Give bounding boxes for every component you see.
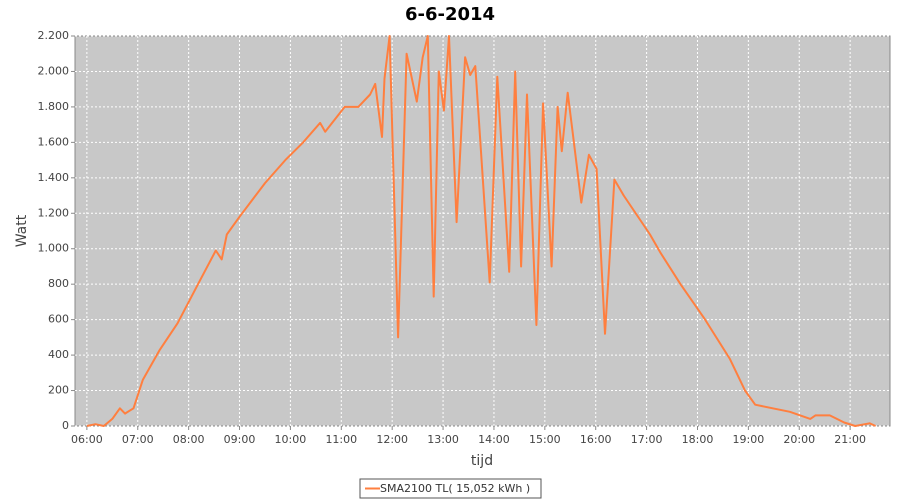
legend: SMA2100 TL( 15,052 kWh ) — [359, 478, 542, 499]
y-tick-label: 2.200 — [38, 29, 70, 42]
legend-label: SMA2100 TL( 15,052 kWh ) — [380, 482, 530, 495]
x-tick-label: 14:00 — [478, 433, 510, 446]
legend-box — [359, 478, 542, 499]
y-tick-label: 1.400 — [38, 171, 70, 184]
x-tick-label: 07:00 — [122, 433, 154, 446]
y-tick-label: 400 — [48, 348, 69, 361]
x-tick-label: 10:00 — [275, 433, 307, 446]
y-tick-label: 800 — [48, 277, 69, 290]
x-tick-label: 13:00 — [427, 433, 459, 446]
x-tick-label: 21:00 — [834, 433, 866, 446]
y-tick-label: 1.000 — [38, 242, 70, 255]
y-tick-label: 200 — [48, 384, 69, 397]
x-tick-label: 11:00 — [325, 433, 357, 446]
x-tick-label: 15:00 — [529, 433, 561, 446]
x-tick-label: 09:00 — [224, 433, 256, 446]
x-tick-label: 19:00 — [733, 433, 765, 446]
x-tick-label: 18:00 — [682, 433, 714, 446]
x-tick-label: 20:00 — [783, 433, 815, 446]
chart-title: 6-6-2014 — [405, 4, 495, 25]
x-tick-label: 16:00 — [580, 433, 612, 446]
y-tick-label: 0 — [62, 419, 69, 432]
y-tick-label: 2.000 — [38, 64, 70, 77]
x-tick-label: 12:00 — [376, 433, 408, 446]
y-tick-label: 1.200 — [38, 206, 70, 219]
x-tick-label: 06:00 — [71, 433, 103, 446]
y-tick-label: 600 — [48, 313, 69, 326]
x-axis-label: tijd — [471, 453, 493, 469]
plot-area — [74, 35, 891, 427]
y-tick-label: 1.800 — [38, 100, 70, 113]
x-tick-label: 17:00 — [631, 433, 663, 446]
data-line — [86, 35, 877, 427]
x-tick-label: 08:00 — [173, 433, 205, 446]
y-axis-label: Watt — [14, 214, 30, 247]
y-tick-label: 1.600 — [38, 135, 70, 148]
